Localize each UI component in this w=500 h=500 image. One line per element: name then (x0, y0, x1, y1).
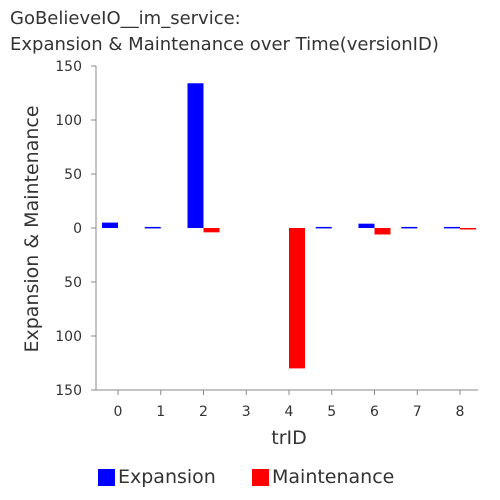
x-tick-label: 0 (114, 404, 123, 420)
legend-item-maintenance: Maintenance (252, 466, 394, 488)
chart-subtitle: Expansion & Maintenance over Time(versio… (10, 34, 439, 55)
bar-expansion (358, 223, 375, 228)
legend-label-maintenance: Maintenance (272, 466, 395, 488)
x-tick-label: 5 (327, 404, 336, 420)
legend-item-expansion: Expansion (98, 466, 216, 488)
x-tick-label: 4 (285, 404, 294, 420)
bar-maintenance (374, 228, 391, 235)
x-tick-label: 2 (199, 404, 208, 420)
bar-expansion (102, 222, 118, 228)
bar-maintenance (460, 228, 476, 230)
x-tick-label: 8 (456, 404, 465, 420)
y-tick-label: 100 (55, 329, 82, 345)
x-tick-label: 1 (156, 404, 165, 420)
legend-swatch-expansion (98, 468, 115, 486)
bar-expansion (444, 226, 460, 229)
bar-maintenance (203, 228, 220, 233)
y-tick-label: 0 (73, 221, 82, 237)
bar-maintenance (289, 228, 305, 369)
x-axis-title: trID (271, 427, 307, 449)
y-axis-title: Expansion & Maintenance (21, 105, 43, 352)
bar-expansion (315, 226, 332, 229)
x-tick-label: 6 (370, 404, 379, 420)
x-tick-label: 7 (413, 404, 422, 420)
x-tick-label: 3 (242, 404, 251, 420)
y-tick-label: 150 (55, 383, 82, 399)
bar-chart: 150 100 50 0 50 100 150 0 1 2 3 4 5 6 7 8 trID Expansion … (21, 59, 478, 449)
bar-expansion (144, 226, 161, 229)
y-tick-label: 50 (64, 167, 82, 183)
y-tick-label: 150 (55, 59, 82, 75)
legend-swatch-maintenance (252, 468, 269, 486)
bar-expansion (187, 83, 204, 228)
bar-expansion (401, 226, 418, 229)
legend-label-expansion: Expansion (118, 466, 216, 488)
y-tick-label: 100 (55, 113, 82, 129)
y-tick-label: 50 (64, 275, 82, 291)
chart-title: GoBelieveIO__im_service: (10, 8, 241, 29)
